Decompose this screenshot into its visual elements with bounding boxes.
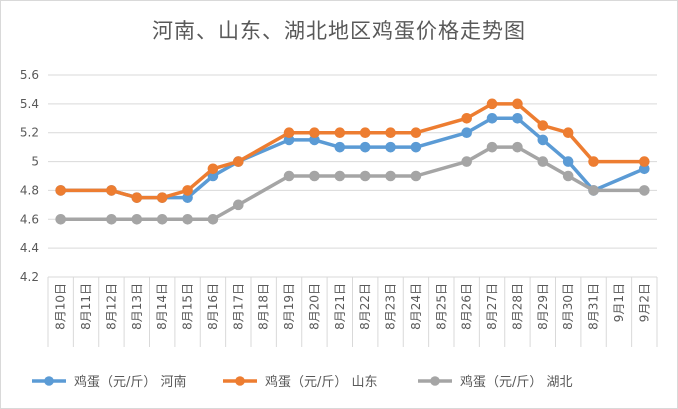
legend-label: 鸡蛋（元/斤） 山东 xyxy=(265,374,378,390)
series-line xyxy=(60,145,645,222)
legend-marker xyxy=(44,376,54,386)
x-tick-label: 8月26日 xyxy=(460,283,474,330)
data-point xyxy=(55,213,66,225)
legend: 鸡蛋（元/斤） 河南 鸡蛋（元/斤） 山东 鸡蛋（元/斤） 湖北 xyxy=(32,374,573,390)
x-tick-label: 8月11日 xyxy=(79,283,93,330)
data-point xyxy=(156,192,168,203)
legend-marker xyxy=(235,376,245,386)
data-point xyxy=(334,170,346,182)
data-point xyxy=(410,127,422,139)
x-tick-label: 8月22日 xyxy=(358,283,372,330)
data-point xyxy=(385,141,396,153)
x-tick-label: 8月20日 xyxy=(307,283,321,330)
data-point xyxy=(359,127,371,139)
x-tick-label: 8月10日 xyxy=(54,283,68,330)
series-lines xyxy=(55,98,650,225)
data-point xyxy=(283,170,295,182)
x-tick-label: 8月23日 xyxy=(384,283,398,330)
x-tick-label: 8月25日 xyxy=(434,283,448,330)
y-tick-label: 5 xyxy=(31,155,39,169)
y-tick-label: 4.4 xyxy=(20,241,39,255)
data-point xyxy=(486,112,498,124)
data-point xyxy=(512,141,523,153)
data-point xyxy=(512,98,523,110)
data-point xyxy=(639,156,650,167)
x-tick-label: 8月21日 xyxy=(333,283,347,330)
data-point xyxy=(233,199,244,211)
data-point xyxy=(55,185,66,196)
data-point xyxy=(461,156,472,167)
data-point xyxy=(182,185,193,196)
data-point xyxy=(537,134,549,146)
data-point xyxy=(486,141,498,153)
data-point xyxy=(486,98,498,110)
x-tick-label: 8月17日 xyxy=(231,283,245,330)
data-point xyxy=(461,112,472,124)
data-point xyxy=(359,141,371,153)
data-point xyxy=(562,170,574,182)
x-tick-label: 8月18日 xyxy=(257,283,271,330)
x-tick-label: 8月14日 xyxy=(155,283,169,330)
data-point xyxy=(233,156,244,167)
data-point xyxy=(562,127,574,139)
data-point xyxy=(359,170,371,182)
data-point xyxy=(131,192,143,203)
y-tick-label: 4.6 xyxy=(20,212,39,226)
data-point xyxy=(512,112,523,124)
data-point xyxy=(410,170,422,182)
x-tick-label: 8月31日 xyxy=(587,283,601,330)
y-tick-label: 5.2 xyxy=(20,126,39,140)
x-tick-label: 8月19日 xyxy=(282,283,296,330)
x-tick-label: 8月16日 xyxy=(206,283,220,330)
legend-label: 鸡蛋（元/斤） 湖北 xyxy=(460,374,573,390)
x-tick-label: 8月12日 xyxy=(104,283,118,330)
data-point xyxy=(283,127,295,139)
data-point xyxy=(588,156,599,167)
y-axis: 4.2 4.4 4.6 4.8 5 5.2 5.4 5.6 xyxy=(20,68,39,284)
data-point xyxy=(334,127,346,139)
data-point xyxy=(131,213,143,225)
data-point xyxy=(106,185,117,196)
data-point xyxy=(309,127,320,139)
data-point xyxy=(207,163,219,175)
x-tick-label: 9月2日 xyxy=(637,283,651,322)
data-point xyxy=(207,213,219,225)
data-point xyxy=(106,213,117,225)
x-tick-label: 8月24日 xyxy=(409,283,423,330)
data-point xyxy=(182,213,193,225)
data-point xyxy=(156,213,168,225)
data-point xyxy=(588,185,599,196)
x-axis: 8月10日 8月11日 8月12日 8月13日 8月14日 8月15日 8月16日 8月17日… xyxy=(47,277,658,347)
data-point xyxy=(537,156,549,167)
data-point xyxy=(639,185,650,196)
data-point xyxy=(461,127,472,139)
y-tick-label: 4.2 xyxy=(20,270,39,284)
x-tick-label: 8月28日 xyxy=(510,283,524,330)
x-tick-label: 8月29日 xyxy=(536,283,550,330)
data-point xyxy=(385,127,396,139)
legend-label: 鸡蛋（元/斤） 河南 xyxy=(74,374,187,390)
data-point xyxy=(410,141,422,153)
x-tick-label: 8月30日 xyxy=(561,283,575,330)
data-point xyxy=(334,141,346,153)
y-tick-label: 5.6 xyxy=(20,68,39,82)
chart-title: 河南、山东、湖北地区鸡蛋价格走势图 xyxy=(152,19,526,43)
y-tick-label: 4.8 xyxy=(20,183,39,197)
data-point xyxy=(385,170,396,182)
x-tick-label: 9月1日 xyxy=(612,283,626,322)
data-point xyxy=(562,156,574,167)
y-tick-label: 5.4 xyxy=(20,97,39,111)
x-tick-label: 8月13日 xyxy=(130,283,144,330)
x-tick-label: 8月27日 xyxy=(485,283,499,330)
legend-marker xyxy=(430,376,440,386)
x-tick-label: 8月15日 xyxy=(181,283,195,330)
data-point xyxy=(537,120,549,131)
data-point xyxy=(309,170,320,182)
